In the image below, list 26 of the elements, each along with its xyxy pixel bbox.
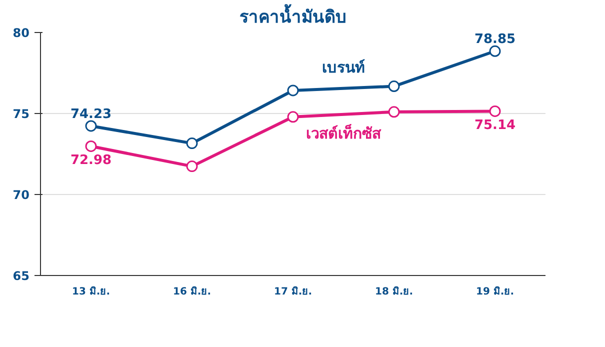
data-label: 78.85 [474, 32, 516, 48]
point [489, 45, 501, 57]
point [388, 80, 400, 92]
x-tick-label: 13 มิ.ย. [72, 286, 110, 298]
data-label: 75.14 [474, 118, 516, 134]
point [85, 120, 97, 132]
data-label: 74.23 [70, 106, 112, 122]
y-tick-label: 75 [12, 107, 30, 121]
x-tick-label: 16 มิ.ย. [173, 286, 211, 298]
point [388, 106, 400, 118]
point [489, 105, 501, 117]
point [85, 140, 97, 152]
point [287, 111, 299, 123]
point [186, 160, 198, 172]
y-tick-label: 80 [12, 26, 30, 40]
chart-title: ราคาน้ำมันดิบ [240, 4, 346, 28]
series-label: เบรนท์ [322, 58, 365, 76]
data-label: 72.98 [70, 153, 112, 168]
point [287, 84, 299, 96]
x-tick-label: 18 มิ.ย. [375, 286, 413, 298]
y-tick-label: 65 [12, 269, 30, 283]
series-label: เวสต์เท็กซัส [306, 123, 382, 142]
x-tick-label: 19 มิ.ย. [476, 286, 514, 298]
point [186, 138, 198, 150]
y-tick-label: 70 [12, 188, 30, 202]
x-tick-label: 17 มิ.ย. [274, 286, 312, 298]
